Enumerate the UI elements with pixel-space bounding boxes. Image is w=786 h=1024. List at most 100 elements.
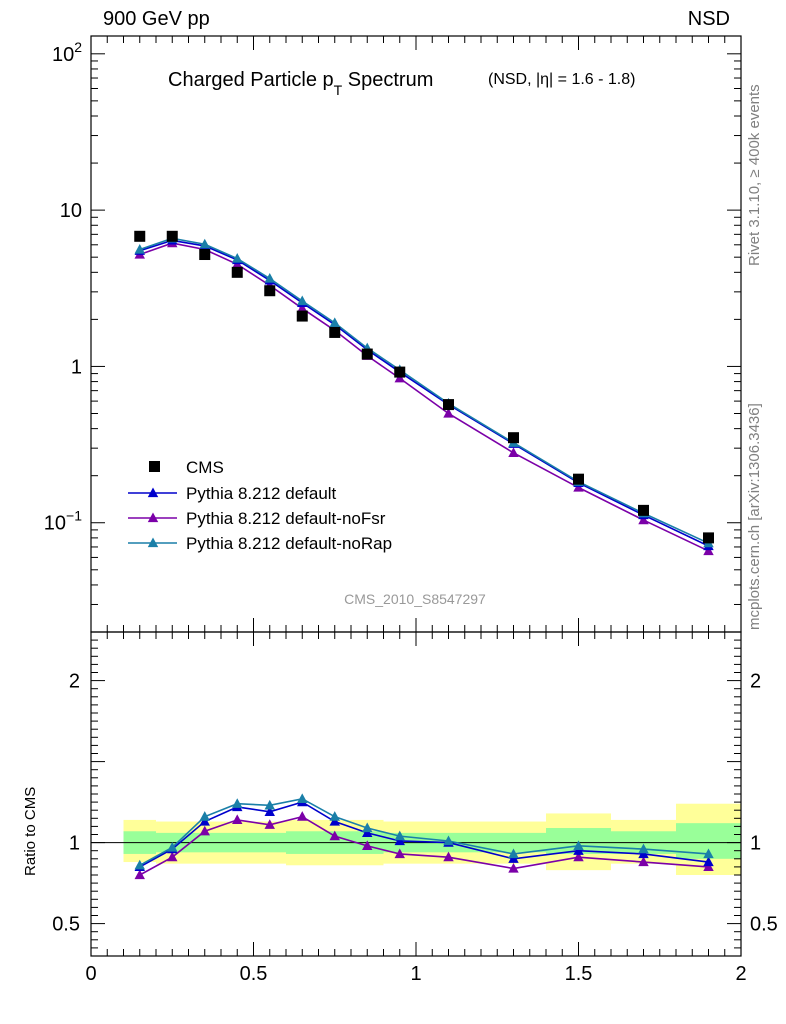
series-1-ratio: [134, 811, 714, 880]
cms-data-marker: [361, 348, 373, 360]
ratio-marker: [199, 825, 210, 836]
y-tick-base: 10: [52, 44, 74, 66]
series-marker: [134, 243, 145, 254]
axis-ticks: [90, 36, 742, 957]
series-marker: [703, 545, 714, 556]
ratio-marker: [508, 853, 519, 863]
cms-data-marker: [296, 310, 308, 322]
legend-series-label: Pythia 8.212 default-noFsr: [186, 509, 386, 528]
legend: CMS Pythia 8.212 default Pythia 8.212 defa…: [128, 458, 392, 553]
legend-cms-marker: [149, 461, 160, 472]
ratio-marker: [264, 806, 275, 816]
series-marker: [508, 447, 519, 457]
cms-data-marker: [264, 285, 276, 297]
legend-series-marker: [147, 487, 159, 498]
ratio-line: [139, 815, 709, 876]
series-line: [139, 239, 709, 547]
cms-data-marker: [443, 399, 454, 411]
series-marker: [232, 253, 243, 263]
ratio-marker: [167, 841, 178, 852]
ratio-marker: [394, 830, 405, 841]
legend-series-marker: [147, 537, 159, 548]
ratio-line: [139, 801, 709, 868]
cms-data-marker: [573, 473, 584, 485]
ratio-tick-label: 2: [69, 671, 80, 693]
title-tail: Spectrum: [342, 69, 433, 91]
x-tick-label: 0.5: [240, 963, 268, 985]
y-tick-base: 10: [44, 513, 66, 535]
ratio-line: [139, 798, 709, 866]
ratio-tick-label-right: 2: [750, 671, 761, 693]
ratio-marker: [362, 822, 373, 833]
ratio-marker: [232, 798, 243, 808]
ratio-marker: [264, 799, 275, 810]
cms-data-marker: [394, 366, 406, 378]
legend-cms-label: CMS: [186, 458, 224, 477]
ratio-marker: [638, 856, 649, 867]
ratio-marker: [329, 816, 340, 826]
ratio-marker: [508, 848, 519, 859]
ratio-marker: [573, 851, 584, 862]
x-tick-label: 0: [85, 963, 96, 985]
legend-series-marker: [147, 512, 159, 523]
ratio-marker: [703, 848, 714, 859]
chart-title-selection: (NSD, |η| = 1.6 - 1.8): [488, 71, 635, 88]
ratio-marker: [362, 840, 373, 850]
cms-data-marker: [199, 249, 211, 261]
legend-series-label: Pythia 8.212 default: [186, 484, 337, 503]
y-tick-label: 10: [60, 200, 82, 222]
ratio-marker: [443, 851, 454, 862]
cms-data-marker: [703, 532, 714, 544]
ratio-marker: [573, 845, 584, 855]
ratio-marker: [638, 848, 649, 859]
title-subscript: T: [334, 82, 343, 98]
header-process-label: NSD: [687, 8, 730, 30]
ratio-marker: [199, 811, 210, 821]
series-2-ratio: [134, 793, 714, 870]
ratio-marker: [362, 827, 373, 838]
x-tick-label: 1: [410, 963, 421, 985]
y-tick-exponent: 2: [74, 39, 82, 55]
cms-data-marker: [166, 230, 178, 242]
cms-data-marker: [508, 432, 519, 444]
title-main: Charged Particle p: [168, 69, 334, 91]
cms-data-marker: [134, 230, 146, 242]
cms-data-marker: [638, 504, 649, 516]
ratio-marker: [703, 856, 714, 867]
ratio-marker: [394, 848, 405, 859]
series-marker: [264, 273, 275, 283]
chart-title: Charged Particle pT Spectrum: [168, 69, 433, 98]
ratio-marker: [394, 835, 405, 846]
x-tick-label: 1.5: [565, 963, 593, 985]
ratio-marker: [443, 835, 454, 846]
ratio-marker: [264, 819, 275, 829]
y-tick-label-exp: 10−1: [44, 508, 82, 535]
ratio-marker: [232, 814, 243, 825]
ratio-marker: [134, 869, 145, 880]
ratio-tick-label: 0.5: [52, 914, 80, 936]
series-marker: [199, 238, 210, 249]
ratio-marker: [134, 859, 145, 870]
ratio-marker: [508, 863, 519, 873]
ratio-marker: [297, 811, 308, 821]
ratio-marker: [329, 811, 340, 821]
cms-data-marker: [329, 326, 341, 338]
y-tick-exponent: −1: [66, 508, 82, 524]
ratio-marker: [573, 840, 584, 850]
ratio-marker: [703, 861, 714, 872]
ratio-tick-label-right: 0.5: [750, 914, 778, 936]
cms-data-points: [134, 230, 714, 544]
ratio-marker: [167, 851, 178, 862]
y-tick-label-exp: 102: [52, 39, 82, 66]
series-line: [139, 237, 709, 544]
ratio-panel-frame: [90, 631, 742, 957]
ratio-marker: [329, 830, 340, 841]
ratio-marker: [297, 793, 308, 803]
cms-data-marker: [231, 266, 243, 278]
series-marker: [638, 514, 649, 525]
x-tick-label: 2: [735, 963, 746, 985]
series-marker: [297, 302, 308, 313]
ratio-marker: [199, 816, 210, 826]
ratio-tick-label-right: 1: [750, 833, 761, 855]
